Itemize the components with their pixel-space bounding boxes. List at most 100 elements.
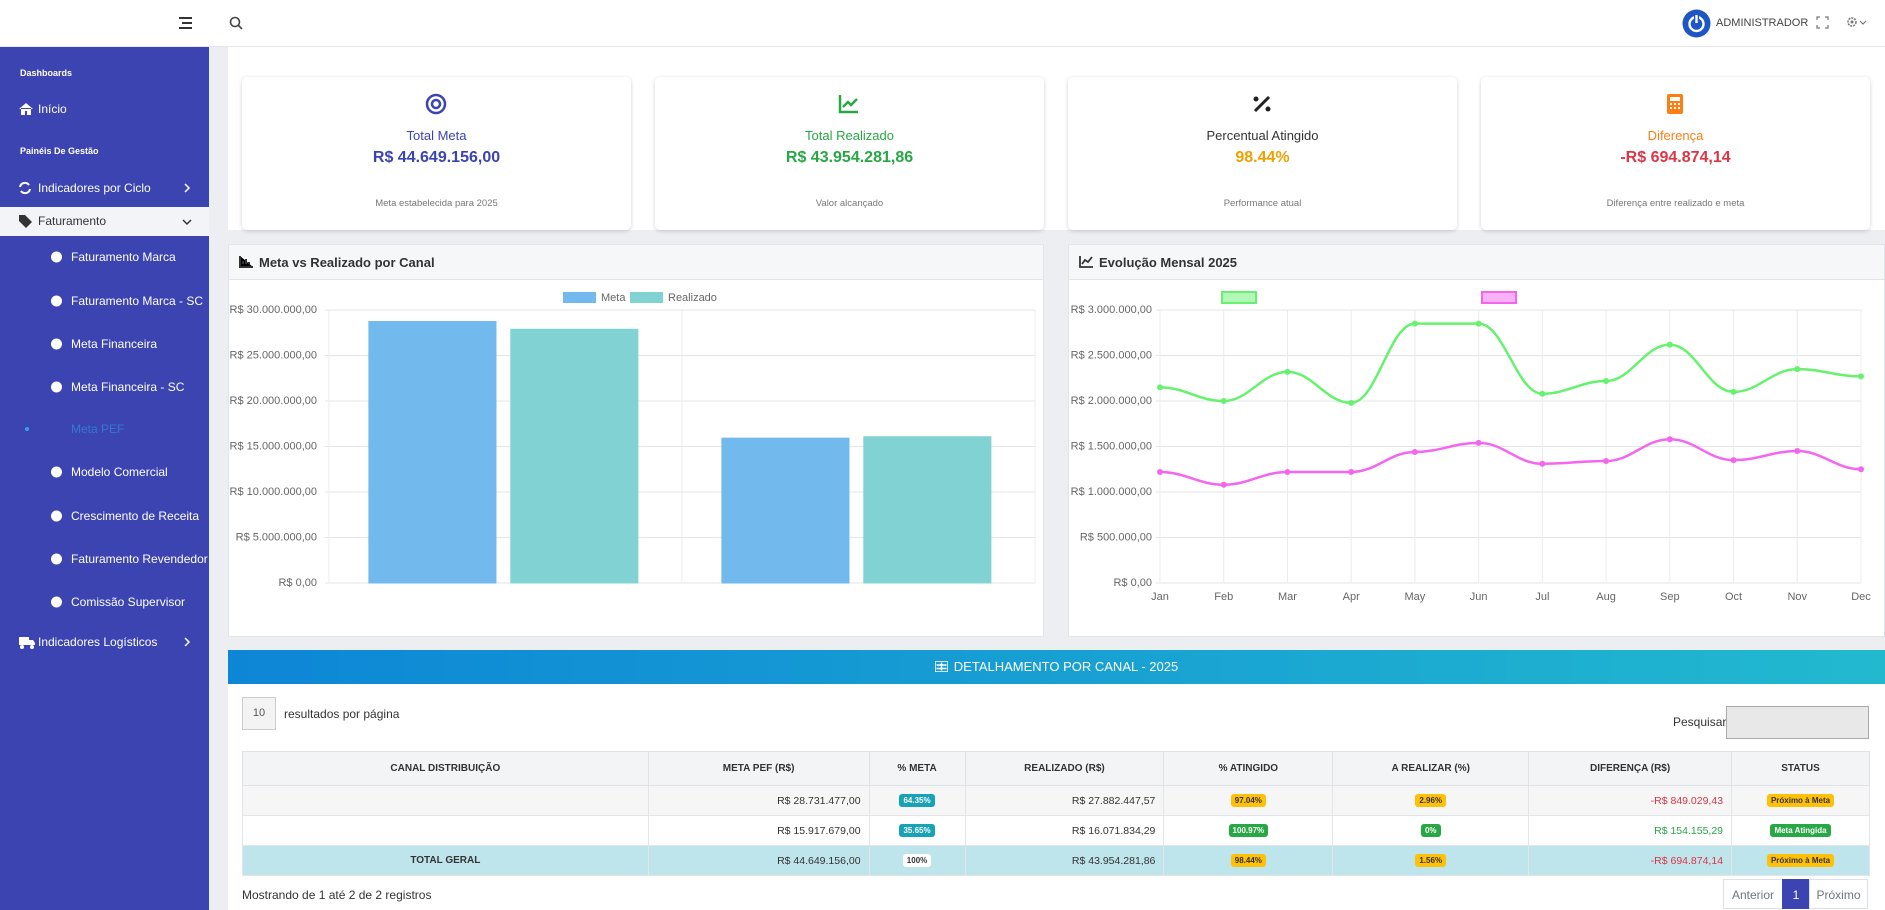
prev-button[interactable]: Anterior (1723, 879, 1783, 909)
table-banner: DETALHAMENTO POR CANAL - 2025 (228, 650, 1885, 684)
column-header[interactable]: A REALIZAR (%) (1332, 751, 1530, 786)
table-cell: TOTAL GERAL (242, 845, 649, 876)
page-button[interactable]: 1 (1782, 879, 1810, 909)
card-note: Diferença entre realizado e meta (1606, 198, 1745, 209)
submenu-item[interactable]: Crescimento de Receita (71, 509, 200, 523)
column-header[interactable]: STATUS (1731, 751, 1870, 786)
user-name[interactable]: ADMINISTRADOR (1716, 17, 1809, 29)
sidebar: Dashboards Início Painéis De Gestão Indi… (0, 47, 209, 910)
user-avatar[interactable] (1682, 9, 1711, 38)
card-icon (838, 95, 858, 114)
table-icon (934, 660, 949, 673)
column-header[interactable]: CANAL DISTRIBUIÇÃO (242, 751, 649, 786)
menu-item[interactable]: Indicadores por Ciclo (38, 181, 151, 195)
menu-item[interactable]: Indicadores Logísticos (38, 635, 158, 649)
card-value: R$ 44.649.156,00 (372, 149, 501, 166)
card-title: Total Meta (406, 128, 467, 143)
chevron (184, 637, 191, 647)
table-cell: Próximo à Meta (1731, 845, 1870, 876)
card-note: Meta estabelecida para 2025 (375, 198, 498, 209)
menu-item[interactable]: Faturamento (38, 214, 107, 228)
summary-card: Total Meta R$ 44.649.156,00 Meta estabelec… (242, 77, 631, 230)
chevron (182, 219, 192, 226)
total-row: TOTAL GERAL R$ 44.649.156,00 100% R$ 43.954… (242, 845, 1870, 876)
table-cell: R$ 27.882.447,57 (964, 785, 1165, 816)
table-info: Mostrando de 1 até 2 de 2 registros (242, 888, 432, 902)
fullscreen-icon[interactable] (1816, 16, 1829, 29)
submenu-item[interactable]: Meta PEF (71, 422, 125, 436)
badge: 64.35% (899, 794, 935, 807)
truck-icon (19, 637, 35, 649)
summary-card: Total Realizado R$ 43.954.281,86 Valor alc… (655, 77, 1044, 230)
card-value: -R$ 694.874,14 (1620, 149, 1731, 166)
submenu-item[interactable]: Comissão Supervisor (71, 595, 186, 609)
badge: 0% (1420, 824, 1441, 837)
home-icon (19, 103, 33, 115)
table-cell: 100.97% (1163, 815, 1334, 846)
submenu-item[interactable]: Meta Financeira (71, 337, 158, 351)
badge: Próximo à Meta (1766, 854, 1835, 867)
table-cell: Próximo à Meta (1731, 785, 1870, 816)
column-header[interactable]: DIFERENÇA (R$) (1528, 751, 1733, 786)
panel-title: Meta vs Realizado por Canal (259, 255, 435, 270)
tag-icon (19, 215, 32, 228)
menu-toggle[interactable] (176, 14, 196, 32)
badge: 100% (902, 854, 932, 867)
table-cell: R$ 43.954.281,86 (964, 845, 1165, 876)
badge: 97.04% (1230, 794, 1266, 807)
table-cell: 100% (868, 845, 966, 876)
panel-header: Evolução Mensal 2025 (1069, 245, 1884, 280)
bullet (51, 510, 62, 522)
badge: 35.65% (899, 824, 935, 837)
table-cell: -R$ 849.029,43 (1528, 785, 1733, 816)
card-title: Percentual Atingido (1206, 128, 1319, 143)
panel-title: Evolução Mensal 2025 (1099, 255, 1238, 270)
table-cell: 35.65% (868, 815, 966, 846)
column-header[interactable]: % META (868, 751, 966, 786)
badge: Meta Atingida (1770, 824, 1831, 837)
menu-item[interactable]: Início (38, 102, 67, 116)
table-cell: 97.04% (1163, 785, 1334, 816)
card-note: Performance atual (1223, 198, 1302, 209)
bullet (51, 553, 62, 565)
active-dot (25, 427, 29, 431)
bullet (51, 596, 62, 608)
table-cell: 64.35% (868, 785, 966, 816)
search-icon[interactable] (229, 16, 243, 30)
bullet (51, 381, 62, 393)
submenu-item[interactable]: Meta Financeira - SC (71, 380, 185, 394)
chevron (184, 183, 191, 193)
bullet (51, 338, 62, 350)
cycle-icon (19, 181, 31, 195)
search-label: Pesquisar (1673, 715, 1727, 729)
table-cell: 1.56% (1332, 845, 1530, 876)
column-header[interactable]: REALIZADO (R$) (964, 751, 1165, 786)
card-icon (1667, 94, 1683, 114)
summary-cards: Total Meta R$ 44.649.156,00 Meta estabelec… (228, 47, 1885, 230)
submenu-item[interactable]: Faturamento Revendedor (71, 552, 208, 566)
table-cell: 2.96% (1332, 785, 1530, 816)
submenu-item[interactable]: Modelo Comercial (71, 465, 168, 479)
submenu-item[interactable]: Faturamento Marca - SC (71, 294, 204, 308)
menu-item-open[interactable] (0, 207, 209, 236)
submenu-item[interactable]: Faturamento Marca (71, 250, 176, 264)
summary-card: Diferença -R$ 694.874,14 Diferença entre r… (1481, 77, 1870, 230)
page-size-select[interactable]: 10 (242, 697, 276, 730)
badge: 1.56% (1415, 854, 1447, 867)
settings-icon[interactable] (1846, 15, 1868, 29)
card-title: Diferença (1647, 128, 1704, 143)
column-header[interactable]: % ATINGIDO (1163, 751, 1334, 786)
badge: 98.44% (1230, 854, 1266, 867)
table-cell: R$ 16.071.834,29 (964, 815, 1165, 846)
card-value: 98.44% (1235, 149, 1290, 166)
next-button[interactable]: Próximo (1809, 879, 1868, 909)
table-cell: R$ 15.917.679,00 (647, 815, 870, 846)
table-title: DETALHAMENTO POR CANAL - 2025 (953, 659, 1179, 674)
column-header[interactable]: META PEF (R$) (647, 751, 870, 786)
chart-panel: Evolução Mensal 2025 (1068, 244, 1885, 637)
bullet (51, 295, 62, 307)
search-input[interactable] (1726, 706, 1869, 739)
card-note: Valor alcançado (815, 198, 884, 209)
